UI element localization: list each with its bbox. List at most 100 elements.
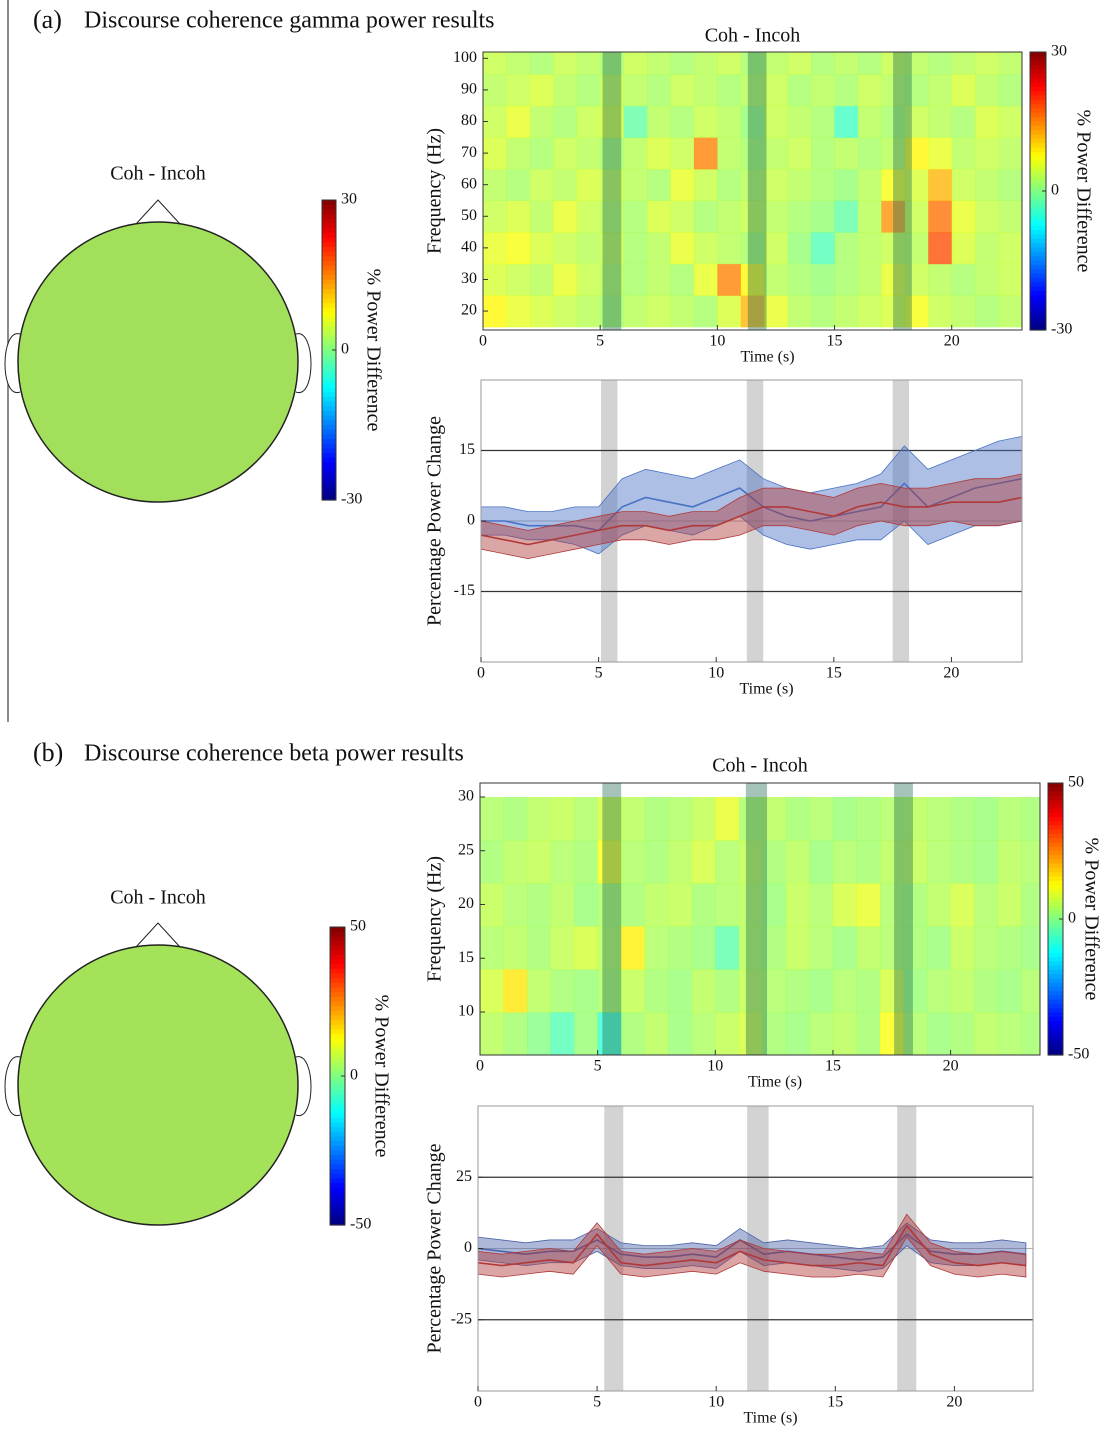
colorbar-slice xyxy=(330,1076,345,1081)
heatmap-cell xyxy=(506,43,530,75)
colorbar-slice xyxy=(330,1085,345,1090)
colorbar-slice xyxy=(322,331,336,336)
heatmap-cell xyxy=(506,106,530,138)
heatmap-cell xyxy=(928,232,952,264)
colorbar-slice xyxy=(1048,1008,1063,1013)
y-tick-label: 100 xyxy=(453,49,477,66)
heatmap-cell xyxy=(551,969,575,1013)
heatmap-cell xyxy=(927,969,951,1013)
heatmap-cell xyxy=(715,969,739,1013)
heatmap-cell xyxy=(715,883,739,927)
heatmap-cell xyxy=(928,169,952,201)
heatmap-cell xyxy=(856,883,880,927)
heatmap-cell xyxy=(952,43,976,75)
heatmap-cell xyxy=(527,1012,551,1056)
y-tick-label: 20 xyxy=(458,895,474,912)
heatmap-cell xyxy=(974,840,998,884)
heatmap-cell xyxy=(551,926,575,970)
y-tick-label: 15 xyxy=(459,441,475,458)
colorbar-slice xyxy=(322,228,336,233)
colorbar-slice xyxy=(1030,191,1046,196)
colorbar-slice xyxy=(1030,200,1046,205)
heatmap-cell xyxy=(480,797,504,841)
y-tick-label: 80 xyxy=(461,112,477,129)
colorbar-slice xyxy=(1048,881,1063,886)
heatmap-cell xyxy=(530,295,554,327)
heatmap-cell xyxy=(694,295,718,327)
colorbar-slice xyxy=(322,298,336,303)
colorbar-slice xyxy=(330,1216,345,1221)
colorbar-slice xyxy=(330,1183,345,1188)
heatmap-cell xyxy=(764,106,788,138)
heatmap-cell xyxy=(764,295,788,327)
heatmap-cell xyxy=(692,840,716,884)
colorbar-slice xyxy=(322,341,336,346)
colorbar-slice xyxy=(330,1025,345,1030)
colorbar-slice xyxy=(330,1081,345,1086)
colorbar-slice xyxy=(1048,792,1063,797)
colorbar-slice xyxy=(322,322,336,327)
x-tick-label: 0 xyxy=(477,665,485,682)
heatmap-cell xyxy=(764,43,788,75)
heatmap-cell xyxy=(811,232,835,264)
colorbar-slice xyxy=(322,439,336,444)
heatmap-cell xyxy=(624,295,648,327)
colorbar-slice xyxy=(322,481,336,486)
heatmap-cell xyxy=(975,295,999,327)
heatmap-cell xyxy=(975,74,999,106)
highlight xyxy=(893,52,912,330)
colorbar-slice xyxy=(1030,313,1046,318)
colorbar-slice xyxy=(322,303,336,308)
heatmap-cell xyxy=(788,137,812,169)
heatmap-cell xyxy=(480,1012,504,1056)
heatmap-cell xyxy=(530,264,554,296)
heatmap-cell xyxy=(927,926,951,970)
heatmap-cell xyxy=(621,926,645,970)
colorbar-slice xyxy=(322,392,336,397)
colorbar-slice xyxy=(330,1206,345,1211)
chart-title: Coh - Incoh xyxy=(712,755,808,777)
colorbar-slice xyxy=(1048,796,1063,801)
colorbar-slice xyxy=(322,444,336,449)
colorbar-slice xyxy=(1030,82,1046,87)
heatmap-cell xyxy=(856,1012,880,1056)
heatmap-cell xyxy=(974,797,998,841)
heatmap-cell xyxy=(858,264,882,296)
heatmap-cell xyxy=(1021,969,1045,1013)
colorbar-slice xyxy=(322,355,336,360)
x-axis-label: Time (s) xyxy=(748,1074,802,1091)
colorbar-slice xyxy=(322,472,336,477)
colorbar-slice xyxy=(330,1155,345,1160)
heatmap-cell xyxy=(621,969,645,1013)
colorbar-slice xyxy=(1030,169,1046,174)
x-tick-label: 0 xyxy=(474,1394,482,1411)
panel-label: (a) xyxy=(33,5,62,34)
heatmap-cell xyxy=(553,232,577,264)
heatmap-cell xyxy=(480,840,504,884)
heatmap-cell xyxy=(670,232,694,264)
colorbar-slice xyxy=(322,256,336,261)
heatmap-cell xyxy=(811,74,835,106)
colorbar-slice xyxy=(322,261,336,266)
highlight xyxy=(894,783,913,1055)
colorbar-slice xyxy=(322,214,336,219)
heatmap-cell xyxy=(927,797,951,841)
x-tick-label: 20 xyxy=(943,665,959,682)
heatmap-cell xyxy=(998,883,1022,927)
colorbar-tick-label: 50 xyxy=(350,918,366,935)
colorbar-slice xyxy=(1048,983,1063,988)
heatmap-cell xyxy=(624,137,648,169)
colorbar-slice xyxy=(322,364,336,369)
heatmap-cell xyxy=(551,840,575,884)
colorbar-slice xyxy=(1030,321,1046,326)
colorbar-slice xyxy=(330,960,345,965)
heatmap-cell xyxy=(504,1012,528,1056)
heatmap-cell xyxy=(692,926,716,970)
colorbar-slice xyxy=(330,1048,345,1053)
heatmap-cell xyxy=(928,137,952,169)
heatmap-cell xyxy=(1021,797,1045,841)
heatmap-cell xyxy=(577,295,601,327)
colorbar-slice xyxy=(330,1020,345,1025)
heatmap-cell xyxy=(647,200,671,232)
nose xyxy=(136,200,180,224)
